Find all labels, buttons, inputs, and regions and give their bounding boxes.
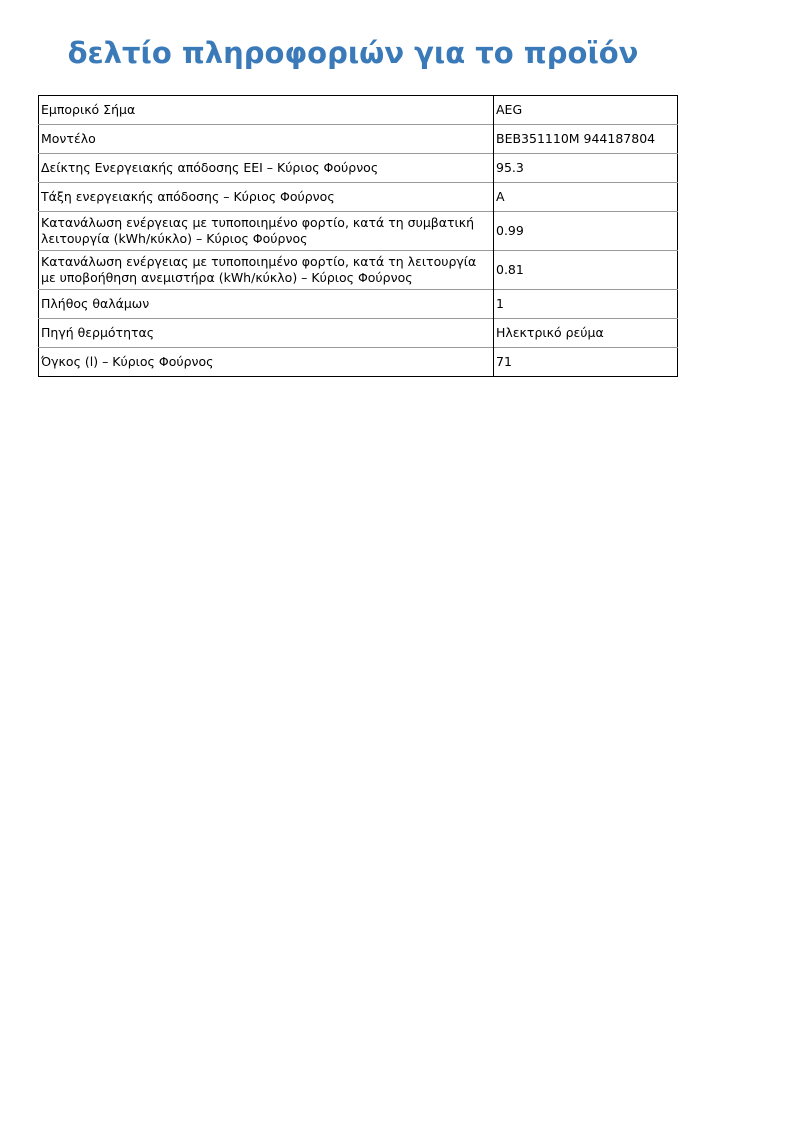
row-label: Εμπορικό Σήμα [38, 95, 494, 125]
table-row: Πλήθος θαλάμων 1 [38, 289, 678, 319]
table-row: Όγκος (l) – Κύριος Φούρνος 71 [38, 347, 678, 377]
row-value: A [493, 182, 678, 212]
table-row: Εμπορικό Σήμα AEG [38, 95, 678, 125]
row-value: Ηλεκτρικό ρεύμα [493, 318, 678, 348]
row-label: Πλήθος θαλάμων [38, 289, 494, 319]
table-row: Τάξη ενεργειακής απόδοσης – Κύριος Φούρν… [38, 182, 678, 212]
table-row: Μοντέλο BEB351110M 944187804 [38, 124, 678, 154]
table-row: Κατανάλωση ενέργειας με τυποποιημένο φορ… [38, 250, 678, 290]
row-value: 1 [493, 289, 678, 319]
table-row: Κατανάλωση ενέργειας με τυποποιημένο φορ… [38, 211, 678, 251]
table-row: Δείκτης Ενεργειακής απόδοσης EEI – Κύριο… [38, 153, 678, 183]
row-label: Τάξη ενεργειακής απόδοσης – Κύριος Φούρν… [38, 182, 494, 212]
row-label: Κατανάλωση ενέργειας με τυποποιημένο φορ… [38, 250, 494, 290]
row-value: 0.81 [493, 250, 678, 290]
row-label: Όγκος (l) – Κύριος Φούρνος [38, 347, 494, 377]
row-label: Κατανάλωση ενέργειας με τυποποιημένο φορ… [38, 211, 494, 251]
table-row: Πηγή θερμότητας Ηλεκτρικό ρεύμα [38, 318, 678, 348]
row-label: Πηγή θερμότητας [38, 318, 494, 348]
row-label: Δείκτης Ενεργειακής απόδοσης EEI – Κύριο… [38, 153, 494, 183]
product-info-table: Εμπορικό Σήμα AEG Μοντέλο BEB351110M 944187… [38, 95, 678, 377]
row-value: 0.99 [493, 211, 678, 251]
row-value: 71 [493, 347, 678, 377]
page-title: δελτίο πληροφοριών για το προϊόν [67, 36, 639, 70]
row-value: AEG [493, 95, 678, 125]
row-label: Μοντέλο [38, 124, 494, 154]
row-value: 95.3 [493, 153, 678, 183]
row-value: BEB351110M 944187804 [493, 124, 678, 154]
